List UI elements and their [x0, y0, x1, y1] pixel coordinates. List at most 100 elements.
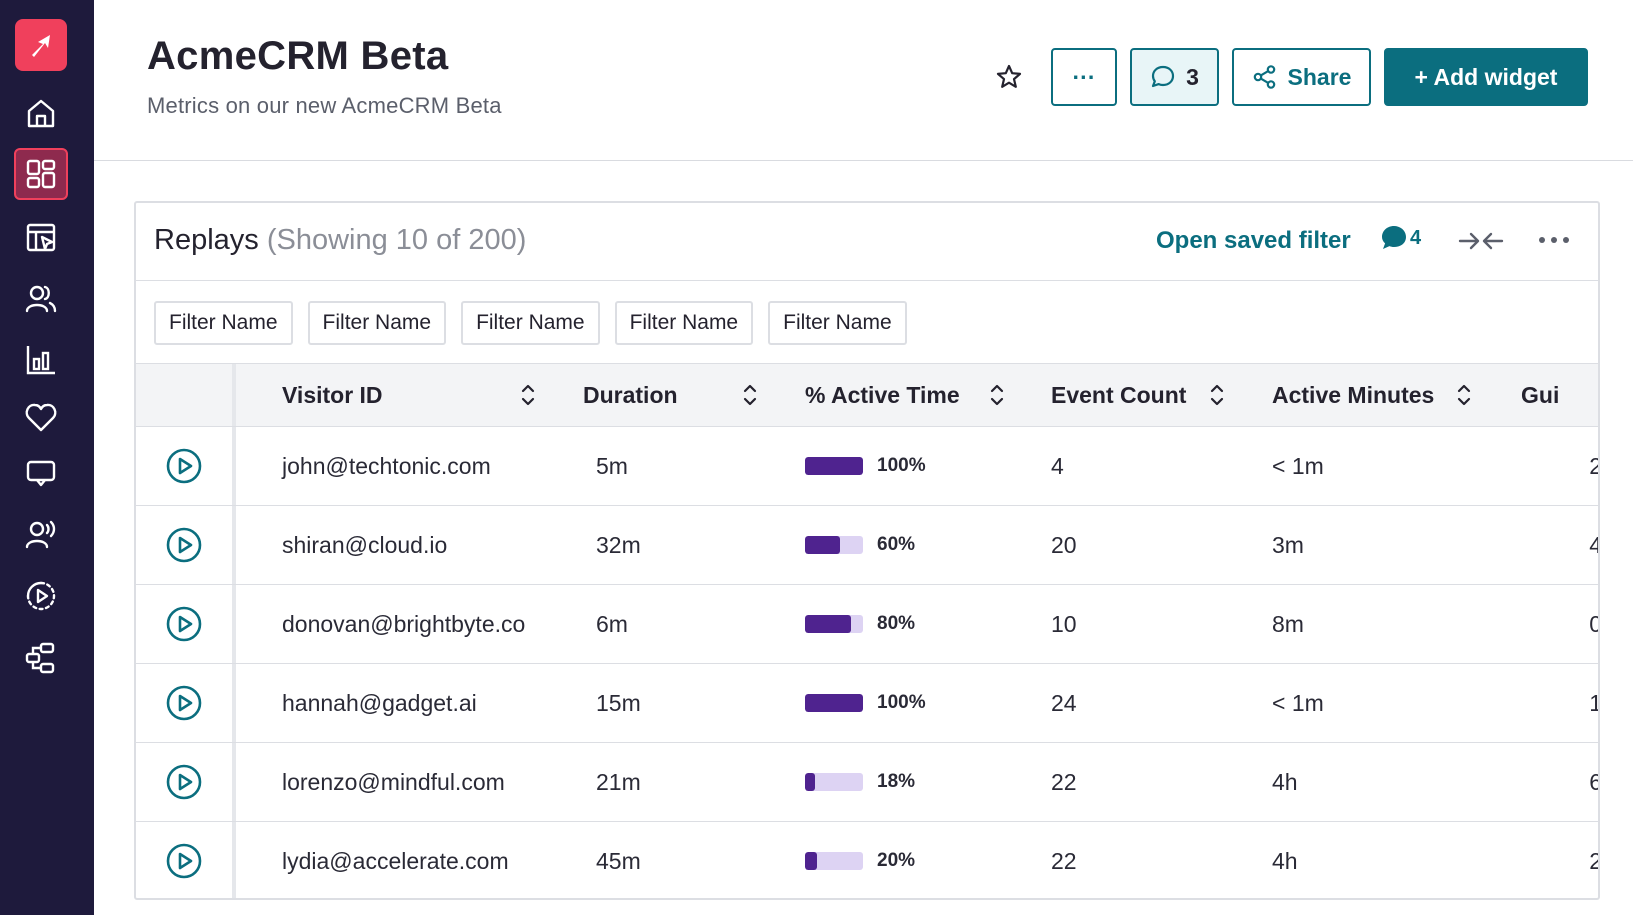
- more-actions-button[interactable]: ···: [1051, 48, 1117, 106]
- active-time-bar-fill: [805, 457, 863, 475]
- visitor-id-cell[interactable]: donovan@brightbyte.co: [282, 610, 526, 637]
- sidebar-item-analytics[interactable]: [14, 334, 68, 386]
- visitor-id-cell[interactable]: hannah@gadget.ai: [282, 689, 477, 716]
- play-cell: [136, 743, 236, 821]
- table-row[interactable]: donovan@brightbyte.co 6m 80% 10 8m 0: [136, 585, 1598, 664]
- sort-icon[interactable]: [742, 382, 758, 408]
- widget-more-button[interactable]: [1536, 225, 1572, 260]
- heart-icon: [25, 403, 57, 432]
- open-saved-filter-link[interactable]: Open saved filter: [1156, 227, 1351, 254]
- collapse-button[interactable]: [1457, 229, 1505, 258]
- play-replay-icon[interactable]: [164, 762, 204, 802]
- share-label: Share: [1287, 63, 1352, 90]
- duration-cell: 5m: [596, 452, 628, 479]
- active-minutes-cell: < 1m: [1272, 689, 1324, 716]
- logo-icon: [32, 35, 50, 57]
- widget-header: Replays (Showing 10 of 200) Open saved f…: [136, 203, 1598, 281]
- table-row[interactable]: john@techtonic.com 5m 100% 4 < 1m 2: [136, 427, 1598, 506]
- column-header-duration[interactable]: Duration: [583, 364, 678, 426]
- app-logo[interactable]: [15, 19, 67, 71]
- visitor-id-cell[interactable]: lydia@accelerate.com: [282, 847, 509, 874]
- sidebar-item-messages[interactable]: [14, 447, 68, 499]
- comment-count: 3: [1186, 63, 1199, 90]
- sidebar-item-replays[interactable]: [14, 570, 68, 622]
- guides-cell: 6: [1582, 743, 1598, 821]
- visitor-id-cell[interactable]: shiran@cloud.io: [282, 531, 448, 558]
- visitor-id-cell[interactable]: john@techtonic.com: [282, 452, 491, 479]
- sort-icon[interactable]: [520, 382, 536, 408]
- play-replay-icon[interactable]: [164, 604, 204, 644]
- column-label: Active Minutes: [1272, 381, 1435, 408]
- sidebar-item-people[interactable]: [14, 273, 68, 325]
- active-time-bar-fill: [805, 615, 852, 633]
- add-widget-button[interactable]: + Add widget: [1384, 48, 1588, 106]
- analytics-icon: [26, 346, 55, 375]
- filter-bar: Filter Name Filter Name Filter Name Filt…: [154, 301, 907, 345]
- sort-icon[interactable]: [989, 382, 1005, 408]
- visitor-id-cell[interactable]: lorenzo@mindful.com: [282, 768, 505, 795]
- sidebar-item-home[interactable]: [14, 87, 68, 139]
- active-time-percent: 100%: [877, 455, 926, 476]
- play-replay-icon[interactable]: [164, 446, 204, 486]
- play-cell: [136, 585, 236, 663]
- comment-filled-icon: [1382, 226, 1406, 249]
- sidebar-item-listen[interactable]: [14, 509, 68, 561]
- table-row[interactable]: shiran@cloud.io 32m 60% 20 3m 4: [136, 506, 1598, 585]
- share-button[interactable]: Share: [1232, 48, 1371, 106]
- column-header-guides[interactable]: Gui: [1521, 364, 1559, 426]
- filter-chip[interactable]: Filter Name: [614, 301, 754, 345]
- sidebar-item-feedback[interactable]: [14, 391, 68, 443]
- replays-widget: Replays (Showing 10 of 200) Open saved f…: [134, 201, 1600, 900]
- column-header-event-count[interactable]: Event Count: [1051, 364, 1186, 426]
- sort-icon[interactable]: [1209, 382, 1225, 408]
- header-sticky-cell: [136, 364, 236, 426]
- active-time-bar: [805, 773, 863, 791]
- guides-cell: 1: [1582, 664, 1598, 742]
- collapse-arrows-icon: [1458, 232, 1504, 250]
- sidebar-item-guides[interactable]: [14, 212, 68, 264]
- active-time-cell: 100%: [805, 664, 926, 742]
- table-row[interactable]: hannah@gadget.ai 15m 100% 24 < 1m 1: [136, 664, 1598, 743]
- active-time-bar: [805, 536, 863, 554]
- filter-chip[interactable]: Filter Name: [768, 301, 907, 345]
- page-header: AcmeCRM Beta Metrics on our new AcmeCRM …: [94, 0, 1633, 161]
- play-replay-icon[interactable]: [164, 525, 204, 565]
- filter-chip[interactable]: Filter Name: [461, 301, 600, 345]
- active-time-percent: 20%: [877, 850, 916, 871]
- sidebar-item-integrations[interactable]: [14, 632, 68, 684]
- favorite-button[interactable]: [992, 60, 1026, 94]
- sidebar-item-dashboards[interactable]: [14, 148, 68, 200]
- active-minutes-cell: < 1m: [1272, 452, 1324, 479]
- filter-chip[interactable]: Filter Name: [307, 301, 447, 345]
- event-count-cell: 22: [1051, 768, 1077, 795]
- table-row[interactable]: lorenzo@mindful.com 21m 18% 22 4h 6: [136, 743, 1598, 822]
- guides-cell: 0: [1582, 585, 1598, 663]
- event-count-cell: 10: [1051, 610, 1077, 637]
- active-minutes-cell: 8m: [1272, 610, 1304, 637]
- comment-icon: [1151, 65, 1175, 88]
- active-minutes-cell: 3m: [1272, 531, 1304, 558]
- widget-count-text: (Showing 10 of 200): [266, 224, 527, 256]
- table-row[interactable]: lydia@accelerate.com 45m 20% 22 4h 2: [136, 822, 1598, 898]
- play-cell: [136, 427, 236, 505]
- widget-comments-button[interactable]: 4: [1379, 223, 1421, 253]
- duration-cell: 6m: [596, 610, 628, 637]
- column-label: Event Count: [1051, 381, 1187, 408]
- column-label: Visitor ID: [282, 381, 383, 408]
- active-time-bar-fill: [805, 773, 816, 791]
- page-subtitle: Metrics on our new AcmeCRM Beta: [147, 93, 502, 118]
- play-replay-icon[interactable]: [164, 683, 204, 723]
- column-header-active-time[interactable]: % Active Time: [805, 364, 960, 426]
- replay-icon: [26, 581, 56, 611]
- column-header-visitor-id[interactable]: Visitor ID: [282, 364, 383, 426]
- comments-button[interactable]: 3: [1130, 48, 1219, 106]
- filter-chip[interactable]: Filter Name: [154, 301, 293, 345]
- people-icon: [25, 285, 57, 313]
- sort-icon[interactable]: [1456, 382, 1472, 408]
- column-header-active-minutes[interactable]: Active Minutes: [1272, 364, 1434, 426]
- active-time-percent: 60%: [877, 534, 916, 555]
- play-replay-icon[interactable]: [164, 841, 204, 881]
- active-time-cell: 20%: [805, 822, 916, 898]
- active-time-percent: 100%: [877, 692, 926, 713]
- active-minutes-cell: 4h: [1272, 847, 1298, 874]
